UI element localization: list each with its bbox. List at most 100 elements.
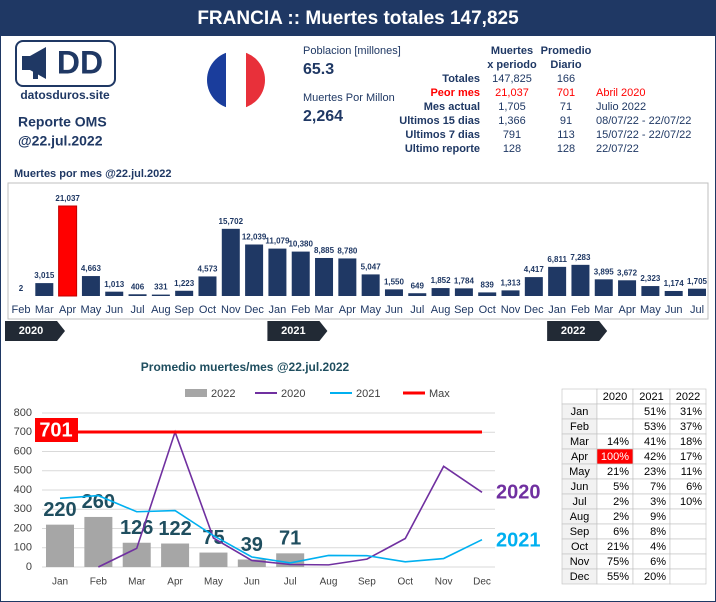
chart-title: Muertes por mes @22.jul.2022	[14, 168, 171, 180]
bar	[46, 524, 74, 567]
population-label: Poblacion [millones]	[303, 45, 401, 57]
max-label-box	[35, 418, 78, 442]
value-label: 3,015	[34, 271, 55, 280]
value-label: 21,037	[55, 194, 80, 203]
legend-swatch	[185, 389, 207, 397]
chart-title: Promedio muertes/mes @22.jul.2022	[141, 360, 350, 374]
table-month: Jun	[571, 481, 589, 493]
table-header: 2021	[639, 391, 663, 403]
bar-label: 126	[120, 517, 153, 539]
y-tick-label: 800	[14, 407, 32, 419]
value-label: 406	[131, 282, 145, 291]
bar	[199, 552, 228, 567]
y-tick-label: 700	[14, 426, 32, 438]
table-cell	[561, 388, 598, 405]
bar	[58, 205, 78, 297]
stats-label: Mes actual	[424, 101, 480, 113]
stats-daily: 701	[557, 87, 575, 99]
value-label: 12,039	[242, 233, 267, 242]
table-value: 6%	[686, 481, 702, 493]
x-tick-label: Jun	[665, 304, 683, 316]
table-value: 3%	[650, 496, 666, 508]
x-tick-label: Nov	[435, 577, 453, 588]
x-tick-label: May	[204, 577, 223, 588]
x-tick-label: Oct	[199, 304, 216, 316]
table-cell	[596, 403, 634, 420]
x-tick-label: Sep	[174, 304, 194, 316]
x-tick-label: Sep	[358, 577, 376, 588]
x-tick-label: Dec	[244, 304, 264, 316]
x-tick-label: Jan	[269, 304, 287, 316]
x-tick-label: Aug	[151, 304, 171, 316]
table-value: 18%	[680, 436, 702, 448]
bar	[384, 289, 403, 296]
table-value: 20%	[644, 571, 666, 583]
stats-header: Promedio	[541, 45, 592, 57]
bar	[151, 294, 170, 296]
stats-header: x periodo	[487, 59, 537, 71]
bar	[501, 290, 520, 296]
x-tick-label: Jun	[244, 577, 260, 588]
x-tick-label: Nov	[221, 304, 241, 316]
value-label: 4,663	[81, 264, 102, 273]
table-value: 55%	[607, 571, 629, 583]
table-value: 4%	[650, 541, 666, 553]
value-label: 6,811	[547, 255, 567, 264]
bar	[408, 293, 427, 296]
bar	[315, 257, 334, 296]
table-value: 2%	[613, 511, 629, 523]
table-month: May	[569, 466, 590, 478]
table-value: 51%	[644, 406, 666, 418]
value-label: 331	[154, 283, 168, 292]
bar	[664, 290, 683, 296]
value-label: 1,784	[454, 276, 475, 285]
stats-total: 1,705	[498, 101, 526, 113]
bar	[128, 294, 147, 296]
value-label: 15,702	[219, 217, 244, 226]
stats-total: 21,037	[495, 87, 529, 99]
table-value: 41%	[644, 436, 666, 448]
x-tick-label: Apr	[339, 304, 356, 316]
value-label: 1,223	[174, 279, 195, 288]
table-month: Mar	[570, 436, 589, 448]
legend-label: 2022	[211, 388, 235, 400]
value-label: 2,323	[640, 274, 661, 283]
x-tick-label: Jul	[284, 577, 297, 588]
bar	[198, 276, 217, 296]
x-tick-label: Mar	[594, 304, 613, 316]
stats-daily: 113	[557, 129, 575, 141]
bar	[641, 286, 660, 296]
bar	[454, 288, 473, 296]
table-value: 2%	[613, 496, 629, 508]
table-header: 2022	[676, 391, 700, 403]
stats-header: Diario	[550, 59, 581, 71]
bar-label: 220	[43, 499, 76, 521]
stats-label: Totales	[442, 73, 480, 85]
table-value: 10%	[680, 496, 702, 508]
y-tick-label: 100	[14, 542, 32, 554]
chart-box	[7, 182, 709, 320]
bar	[35, 283, 54, 296]
table-value: 21%	[607, 541, 629, 553]
stats-period: 15/07/22 - 22/07/22	[596, 129, 691, 141]
y-tick-label: 300	[14, 503, 32, 515]
stats-period: 22/07/22	[596, 143, 639, 155]
year-label: 2022	[561, 325, 585, 337]
bar	[571, 264, 590, 296]
table-value: 6%	[650, 556, 666, 568]
stats-label: Ultimos 15 dias	[399, 115, 480, 127]
value-label: 1,852	[431, 276, 452, 285]
stats-period: Abril 2020	[596, 87, 646, 99]
bar	[548, 266, 567, 296]
value-label: 1,705	[687, 277, 708, 286]
x-tick-label: Jun	[105, 304, 123, 316]
table-value: 6%	[613, 526, 629, 538]
bar-label: 39	[241, 534, 263, 556]
table-month: Dec	[570, 571, 590, 583]
stats-daily: 91	[560, 115, 572, 127]
stats-total: 128	[503, 143, 521, 155]
value-label: 3,895	[594, 267, 615, 276]
table-month: Jan	[571, 406, 589, 418]
table-value: 14%	[607, 436, 629, 448]
table-value: 53%	[644, 421, 666, 433]
